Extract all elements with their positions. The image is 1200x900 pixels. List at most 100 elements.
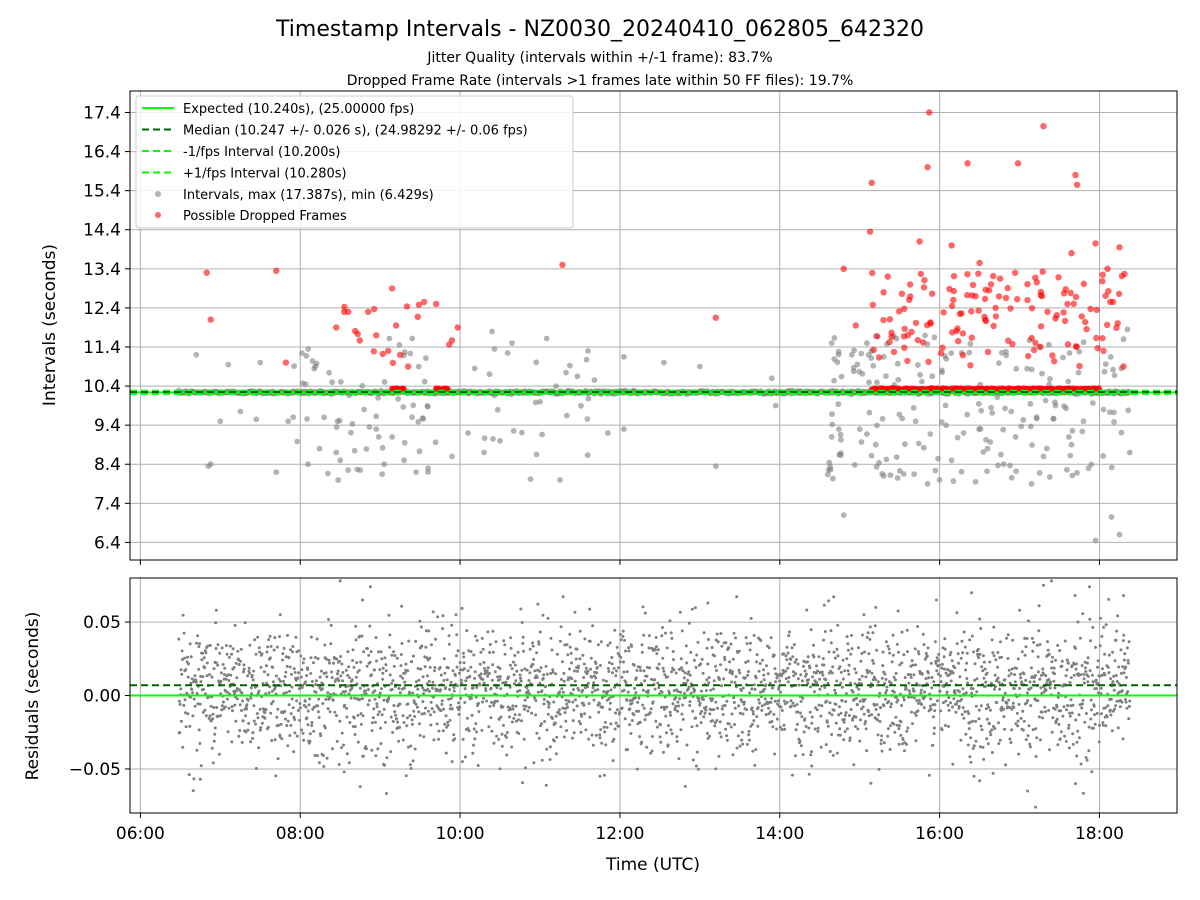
- intervals-y-tick-label: 13.4: [83, 260, 121, 280]
- residual-point: [540, 722, 544, 726]
- residual-point: [358, 686, 362, 690]
- interval-point: [932, 467, 939, 474]
- residual-point: [295, 699, 299, 703]
- interval-point: [379, 471, 385, 478]
- residual-point: [837, 705, 841, 709]
- residual-point: [738, 744, 742, 748]
- residual-point: [519, 607, 523, 611]
- interval-point: [333, 449, 340, 456]
- dropped-frame-point: [1099, 335, 1106, 342]
- dropped-frame-point: [964, 160, 971, 167]
- residual-point: [614, 711, 617, 715]
- residual-point: [505, 753, 509, 757]
- residual-point: [767, 706, 770, 710]
- residual-point: [822, 638, 826, 642]
- interval-point: [335, 477, 342, 483]
- residual-point: [1047, 652, 1051, 656]
- residual-point: [617, 724, 621, 728]
- dropped-frame-point: [1037, 343, 1044, 351]
- dropped-frame-point: [1087, 305, 1094, 313]
- residual-point: [1098, 723, 1101, 727]
- residual-point: [574, 657, 578, 661]
- residual-point: [775, 727, 779, 731]
- residual-point: [1001, 696, 1005, 700]
- residual-point: [238, 688, 241, 692]
- residual-point: [618, 660, 622, 664]
- residual-point: [301, 731, 305, 735]
- interval-point: [1090, 400, 1096, 406]
- residual-point: [446, 720, 450, 724]
- residual-point: [733, 681, 737, 684]
- residual-point: [486, 630, 490, 634]
- residual-point: [979, 704, 983, 708]
- residual-point: [586, 669, 590, 673]
- dropped-frame-point: [959, 330, 967, 337]
- residual-point: [424, 645, 428, 649]
- interval-point: [874, 379, 880, 386]
- residual-point: [679, 657, 683, 661]
- residual-point: [1016, 724, 1020, 728]
- residual-point: [186, 655, 189, 659]
- residual-point: [443, 722, 447, 726]
- residual-point: [1034, 727, 1038, 731]
- residual-point: [800, 679, 804, 683]
- interval-point: [998, 349, 1005, 356]
- residual-point: [1056, 644, 1060, 647]
- residual-point: [850, 647, 854, 651]
- residual-point: [961, 687, 965, 691]
- residual-point: [498, 675, 502, 679]
- residual-point: [965, 677, 969, 680]
- residual-point: [782, 652, 786, 656]
- residual-point: [493, 670, 497, 674]
- residual-point: [428, 665, 432, 669]
- residual-point: [836, 654, 840, 658]
- residual-point: [352, 665, 356, 669]
- residual-point: [982, 676, 986, 680]
- residual-point: [518, 673, 522, 677]
- dropped-frame-point: [712, 314, 719, 321]
- residual-point: [213, 732, 217, 736]
- interval-point: [489, 328, 495, 335]
- residual-point: [374, 636, 378, 640]
- residual-point: [992, 654, 996, 658]
- interval-point: [621, 353, 627, 360]
- residual-point: [199, 680, 203, 684]
- residual-point: [609, 722, 613, 726]
- residual-point: [640, 650, 644, 654]
- residual-point: [480, 728, 484, 732]
- residual-point: [691, 709, 695, 713]
- residual-point: [919, 691, 923, 695]
- interval-point: [217, 418, 224, 425]
- residual-point: [905, 742, 908, 746]
- residual-point: [738, 671, 742, 675]
- residual-point: [473, 737, 477, 741]
- residual-point: [725, 738, 729, 742]
- residual-point: [389, 715, 393, 719]
- interval-point: [865, 351, 872, 358]
- residual-point: [1029, 686, 1033, 690]
- residual-point: [512, 716, 516, 720]
- residual-point: [910, 659, 914, 663]
- interval-point: [1108, 464, 1115, 471]
- residual-point: [366, 703, 370, 707]
- residual-point: [1047, 678, 1051, 681]
- residual-point: [672, 658, 675, 662]
- residual-point: [656, 667, 660, 671]
- intervals-y-tick-label: 15.4: [83, 182, 121, 202]
- interval-point: [835, 401, 842, 408]
- residual-point: [671, 650, 675, 653]
- residual-point: [233, 691, 236, 695]
- residual-point: [461, 737, 465, 741]
- residual-point: [1020, 680, 1024, 684]
- dropped-frame-point: [1094, 345, 1101, 352]
- residual-point: [820, 704, 824, 708]
- dropped-frame-point: [901, 344, 908, 351]
- residual-point: [755, 660, 758, 664]
- residual-point: [704, 708, 708, 712]
- residual-point: [947, 696, 951, 700]
- residual-point: [575, 704, 579, 708]
- residual-point: [1120, 689, 1124, 693]
- residual-point: [861, 705, 865, 709]
- residual-point: [479, 650, 483, 654]
- residual-point: [701, 671, 705, 675]
